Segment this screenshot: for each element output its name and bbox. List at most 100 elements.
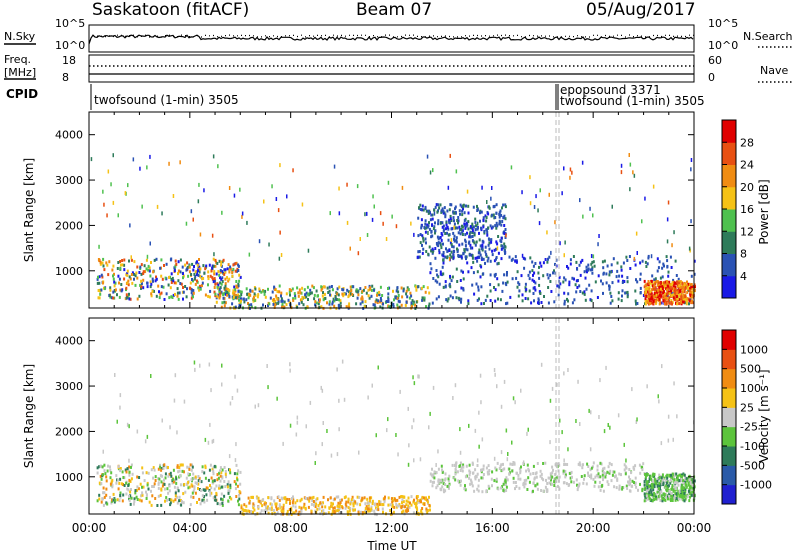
echo-cell xyxy=(601,473,604,477)
echo-cell xyxy=(504,251,506,255)
echo-cell xyxy=(436,273,439,277)
echo-cell xyxy=(683,473,686,477)
echo-cell xyxy=(651,284,654,288)
echo-cell xyxy=(668,301,671,305)
echo-cell xyxy=(230,497,233,501)
echo-cell xyxy=(196,260,198,264)
echo-cell xyxy=(546,273,549,277)
echo-cell xyxy=(424,219,427,223)
echo-cell xyxy=(441,233,444,237)
echo-cell xyxy=(300,506,303,510)
echo-cell xyxy=(309,496,312,500)
echo-cell xyxy=(373,303,376,307)
echo-cell xyxy=(658,485,661,489)
echo-cell xyxy=(453,464,456,467)
echo-cell xyxy=(211,276,214,280)
echo-cell xyxy=(429,218,432,222)
echo-cell xyxy=(378,500,381,504)
echo-cell xyxy=(279,230,281,235)
echo-cell xyxy=(202,277,205,280)
echo-cell xyxy=(504,236,507,239)
echo-cell xyxy=(425,209,428,213)
echo-cell xyxy=(626,293,629,297)
echo-cell xyxy=(675,497,678,500)
echo-cell xyxy=(157,494,160,498)
echo-cell xyxy=(234,374,236,379)
echo-cell xyxy=(452,253,455,257)
echo-cell xyxy=(123,268,126,272)
echo-cell xyxy=(219,466,222,470)
echo-cell xyxy=(166,498,168,502)
echo-cell xyxy=(407,496,410,500)
echo-cell xyxy=(371,217,374,222)
echo-cell xyxy=(489,259,492,263)
echo-cell xyxy=(234,269,237,273)
echo-cell xyxy=(212,472,215,476)
echo-cell xyxy=(461,225,464,229)
echo-cell xyxy=(356,296,359,300)
echo-cell xyxy=(119,495,122,499)
echo-cell xyxy=(666,284,669,288)
echo-cell xyxy=(110,501,113,505)
echo-cell xyxy=(370,507,373,511)
echo-cell xyxy=(366,507,369,511)
echo-cell xyxy=(275,296,278,300)
echo-cell xyxy=(220,305,223,309)
echo-cell xyxy=(689,292,692,296)
echo-cell xyxy=(165,262,168,266)
echo-cell xyxy=(493,248,496,252)
echo-cell xyxy=(163,478,165,482)
echo-cell xyxy=(132,157,135,162)
echo-cell xyxy=(327,511,330,515)
echo-cell xyxy=(285,500,288,504)
echo-cell xyxy=(410,221,412,226)
echo-cell xyxy=(621,486,624,489)
echo-cell xyxy=(429,411,431,416)
echo-cell xyxy=(655,482,658,486)
echo-cell xyxy=(551,475,554,479)
echo-cell xyxy=(103,268,106,272)
echo-cell xyxy=(242,509,245,512)
echo-cell xyxy=(654,479,657,483)
echo-cell xyxy=(555,476,558,480)
echo-cell xyxy=(238,279,241,283)
echo-cell xyxy=(549,472,552,476)
echo-cell xyxy=(628,475,630,479)
echo-cell xyxy=(451,275,454,279)
echo-cell xyxy=(141,493,144,497)
echo-cell xyxy=(666,259,669,263)
echo-cell xyxy=(671,287,674,291)
echo-cell xyxy=(119,266,122,270)
echo-cell xyxy=(359,503,362,507)
echo-cell xyxy=(324,296,327,300)
echo-cell xyxy=(537,208,539,213)
echo-cell xyxy=(645,294,648,298)
echo-cell xyxy=(633,256,636,261)
echo-cell xyxy=(182,297,184,301)
echo-cell xyxy=(356,502,359,506)
echo-cell xyxy=(473,241,476,245)
echo-cell xyxy=(444,232,447,235)
echo-cell xyxy=(494,372,496,377)
echo-cell xyxy=(512,396,515,401)
echo-cell xyxy=(130,258,133,262)
echo-cell xyxy=(409,501,411,505)
echo-cell xyxy=(586,462,589,466)
y-tick-label: 4000 xyxy=(55,335,83,348)
echo-cell xyxy=(542,478,545,482)
echo-cell xyxy=(571,301,574,305)
echo-cell xyxy=(382,510,384,514)
echo-cell xyxy=(485,228,488,232)
echo-cell xyxy=(450,250,453,254)
echo-cell xyxy=(645,494,648,498)
echo-cell xyxy=(416,498,419,502)
echo-cell xyxy=(100,288,103,292)
echo-cell xyxy=(446,231,448,235)
echo-cell xyxy=(207,478,210,482)
echo-cell xyxy=(540,264,543,268)
echo-cell xyxy=(218,291,221,295)
echo-cell xyxy=(170,272,173,276)
echo-cell xyxy=(216,478,219,482)
echo-cell xyxy=(651,493,654,497)
echo-cell xyxy=(682,493,685,497)
